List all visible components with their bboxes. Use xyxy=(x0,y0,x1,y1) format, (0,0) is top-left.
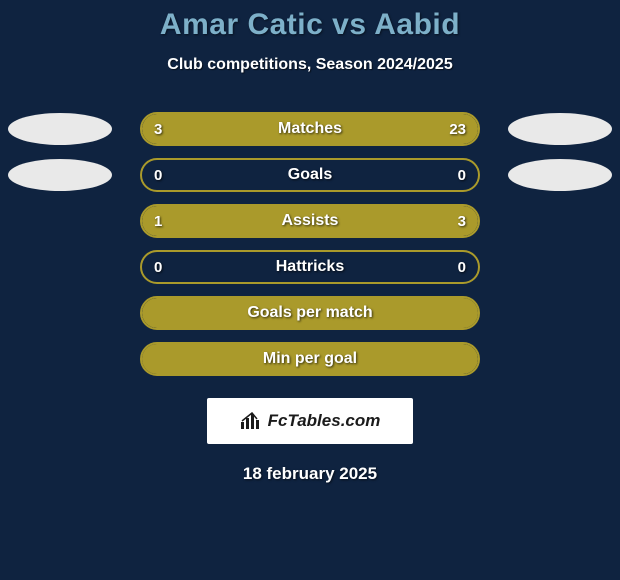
stat-row: 323Matches xyxy=(0,112,620,146)
comparison-card: Amar Catic vs Aabid Club competitions, S… xyxy=(0,0,620,484)
player-avatar-right xyxy=(508,159,612,191)
stat-value-right: 0 xyxy=(446,252,478,282)
stat-fill-right xyxy=(226,206,478,236)
stat-value-right: 0 xyxy=(446,160,478,190)
stat-bar: Min per goal xyxy=(140,342,480,376)
stat-value-right: 3 xyxy=(446,206,478,236)
stat-row: 0 0Goals xyxy=(0,158,620,192)
stat-bar: 13Assists xyxy=(140,204,480,238)
stat-row: Goals per match xyxy=(0,296,620,330)
stat-bar: 0 0Goals xyxy=(140,158,480,192)
stat-bar: Goals per match xyxy=(140,296,480,330)
player-avatar-right xyxy=(508,113,612,145)
stat-value-left: 3 xyxy=(142,114,174,144)
stat-value-left: 0 xyxy=(142,252,174,282)
stat-value-right: 23 xyxy=(437,114,478,144)
source-badge: FcTables.com xyxy=(207,398,413,444)
stats-rows: 323Matches00Goals13Assists00HattricksGoa… xyxy=(0,112,620,376)
stat-bar: 0 0Hattricks xyxy=(140,250,480,284)
stat-label: Hattricks xyxy=(142,252,478,282)
stat-value-left: 1 xyxy=(142,206,174,236)
stat-value-left: 0 xyxy=(142,160,174,190)
subtitle: Club competitions, Season 2024/2025 xyxy=(0,56,620,74)
stat-row: 13Assists xyxy=(0,204,620,238)
stat-fill-right xyxy=(142,344,478,374)
page-title: Amar Catic vs Aabid xyxy=(0,8,620,42)
footer-date: 18 february 2025 xyxy=(0,464,620,484)
stat-row: 0 0Hattricks xyxy=(0,250,620,284)
player-avatar-left xyxy=(8,159,112,191)
stat-label: Goals xyxy=(142,160,478,190)
player-avatar-left xyxy=(8,113,112,145)
source-badge-text: FcTables.com xyxy=(268,411,381,431)
stat-bar: 323Matches xyxy=(140,112,480,146)
stat-row: Min per goal xyxy=(0,342,620,376)
stat-fill-left xyxy=(142,298,478,328)
bars-icon xyxy=(240,412,262,430)
